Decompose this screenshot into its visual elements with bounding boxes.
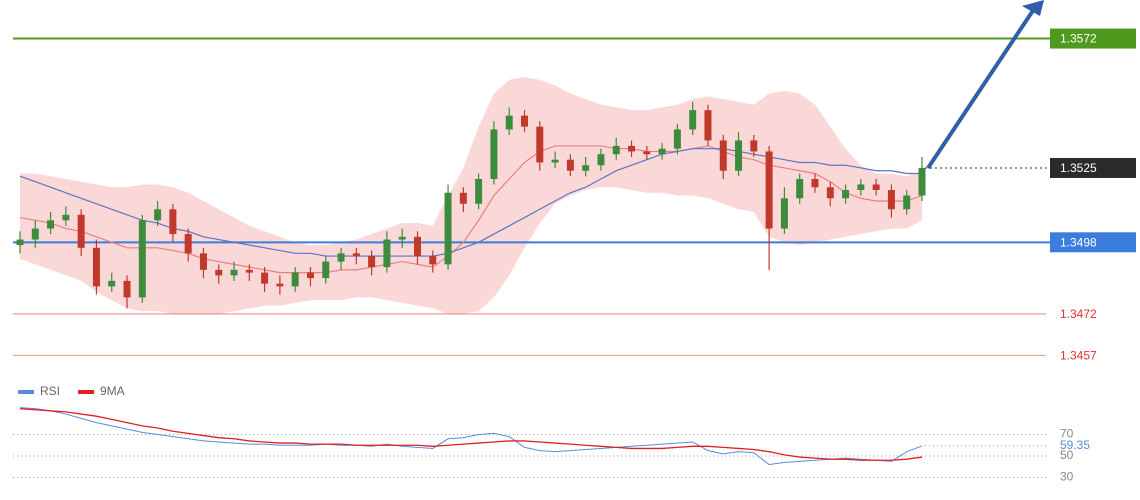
candle-body [566, 159, 574, 171]
candle-body [368, 256, 376, 268]
candle-body [429, 256, 437, 265]
bollinger-band [20, 77, 922, 314]
candle-body [123, 280, 131, 298]
candle-body [383, 239, 391, 268]
candle-body [643, 151, 651, 155]
candle-body [735, 140, 743, 171]
level-label: 1.3572 [1060, 32, 1097, 46]
candle-body [490, 129, 498, 179]
arrow-head [1022, 0, 1044, 16]
y-tick-label: 70 [1060, 427, 1074, 441]
candle-body [306, 272, 314, 279]
candle-body [521, 115, 529, 127]
forecast-arrow [926, 4, 1038, 170]
candle-body [322, 261, 330, 279]
candle-body [16, 239, 24, 246]
level-label: 1.3472 [1060, 307, 1097, 321]
candle-body [245, 269, 253, 273]
candle-body [108, 280, 116, 287]
candle-body [903, 195, 911, 210]
level-label-box [1050, 157, 1136, 178]
candle-body [261, 272, 269, 284]
indicator-line [19, 407, 923, 466]
candle-body [658, 148, 666, 155]
legend-label: RSI [40, 384, 60, 398]
candle-body [704, 110, 712, 141]
candle-body [750, 140, 758, 152]
y-tick-label: 50 [1060, 448, 1074, 462]
candle-body [597, 154, 605, 166]
candle-body [47, 220, 55, 229]
candle-body [689, 110, 697, 130]
indicator-line [19, 408, 923, 461]
candle-body [230, 269, 238, 276]
legend-label: 9MA [100, 384, 125, 398]
candle-body [628, 145, 636, 152]
candle-body [719, 140, 727, 171]
candle-body [811, 178, 819, 188]
legend-swatch [18, 390, 34, 394]
candle-body [352, 253, 360, 257]
legend-swatch [78, 390, 94, 394]
candle-body [842, 190, 850, 199]
candle-body [459, 192, 467, 204]
level-label: 1.3498 [1060, 235, 1097, 249]
candle-body [276, 283, 284, 287]
candle-body [765, 151, 773, 229]
level-label-box [1050, 232, 1136, 253]
candle-body [398, 236, 406, 240]
candle-body [62, 214, 70, 221]
candle-body [77, 214, 85, 248]
candle-body [475, 178, 483, 204]
candle-body [582, 165, 590, 171]
candle-body [796, 178, 804, 199]
candle-body [215, 269, 223, 276]
candle-body [887, 190, 895, 210]
y-tick-label: 30 [1060, 470, 1074, 484]
current-rsi-label: 59.35 [1060, 438, 1090, 452]
candle-body [184, 234, 192, 254]
candle-body [673, 129, 681, 149]
candle-body [154, 209, 162, 221]
candle-body [536, 126, 544, 163]
candle-body [612, 145, 620, 155]
candle-body [291, 272, 299, 287]
level-label-box [1050, 28, 1136, 49]
candle-body [505, 115, 513, 130]
candle-body [780, 198, 788, 229]
candle-body [169, 209, 177, 235]
candle-body [826, 187, 834, 199]
candle-body [138, 220, 146, 298]
candle-body [551, 159, 559, 163]
candle-body [857, 184, 865, 190]
candle-body [918, 167, 926, 196]
candle-body [92, 247, 100, 287]
candle-body [31, 228, 39, 240]
candle-body [872, 184, 880, 190]
candle-body [337, 253, 345, 262]
level-label: 1.3457 [1060, 348, 1097, 362]
level-label: 1.3525 [1060, 161, 1097, 175]
candle-body [199, 253, 207, 270]
candle-body [444, 192, 452, 265]
candle-body [413, 236, 421, 257]
